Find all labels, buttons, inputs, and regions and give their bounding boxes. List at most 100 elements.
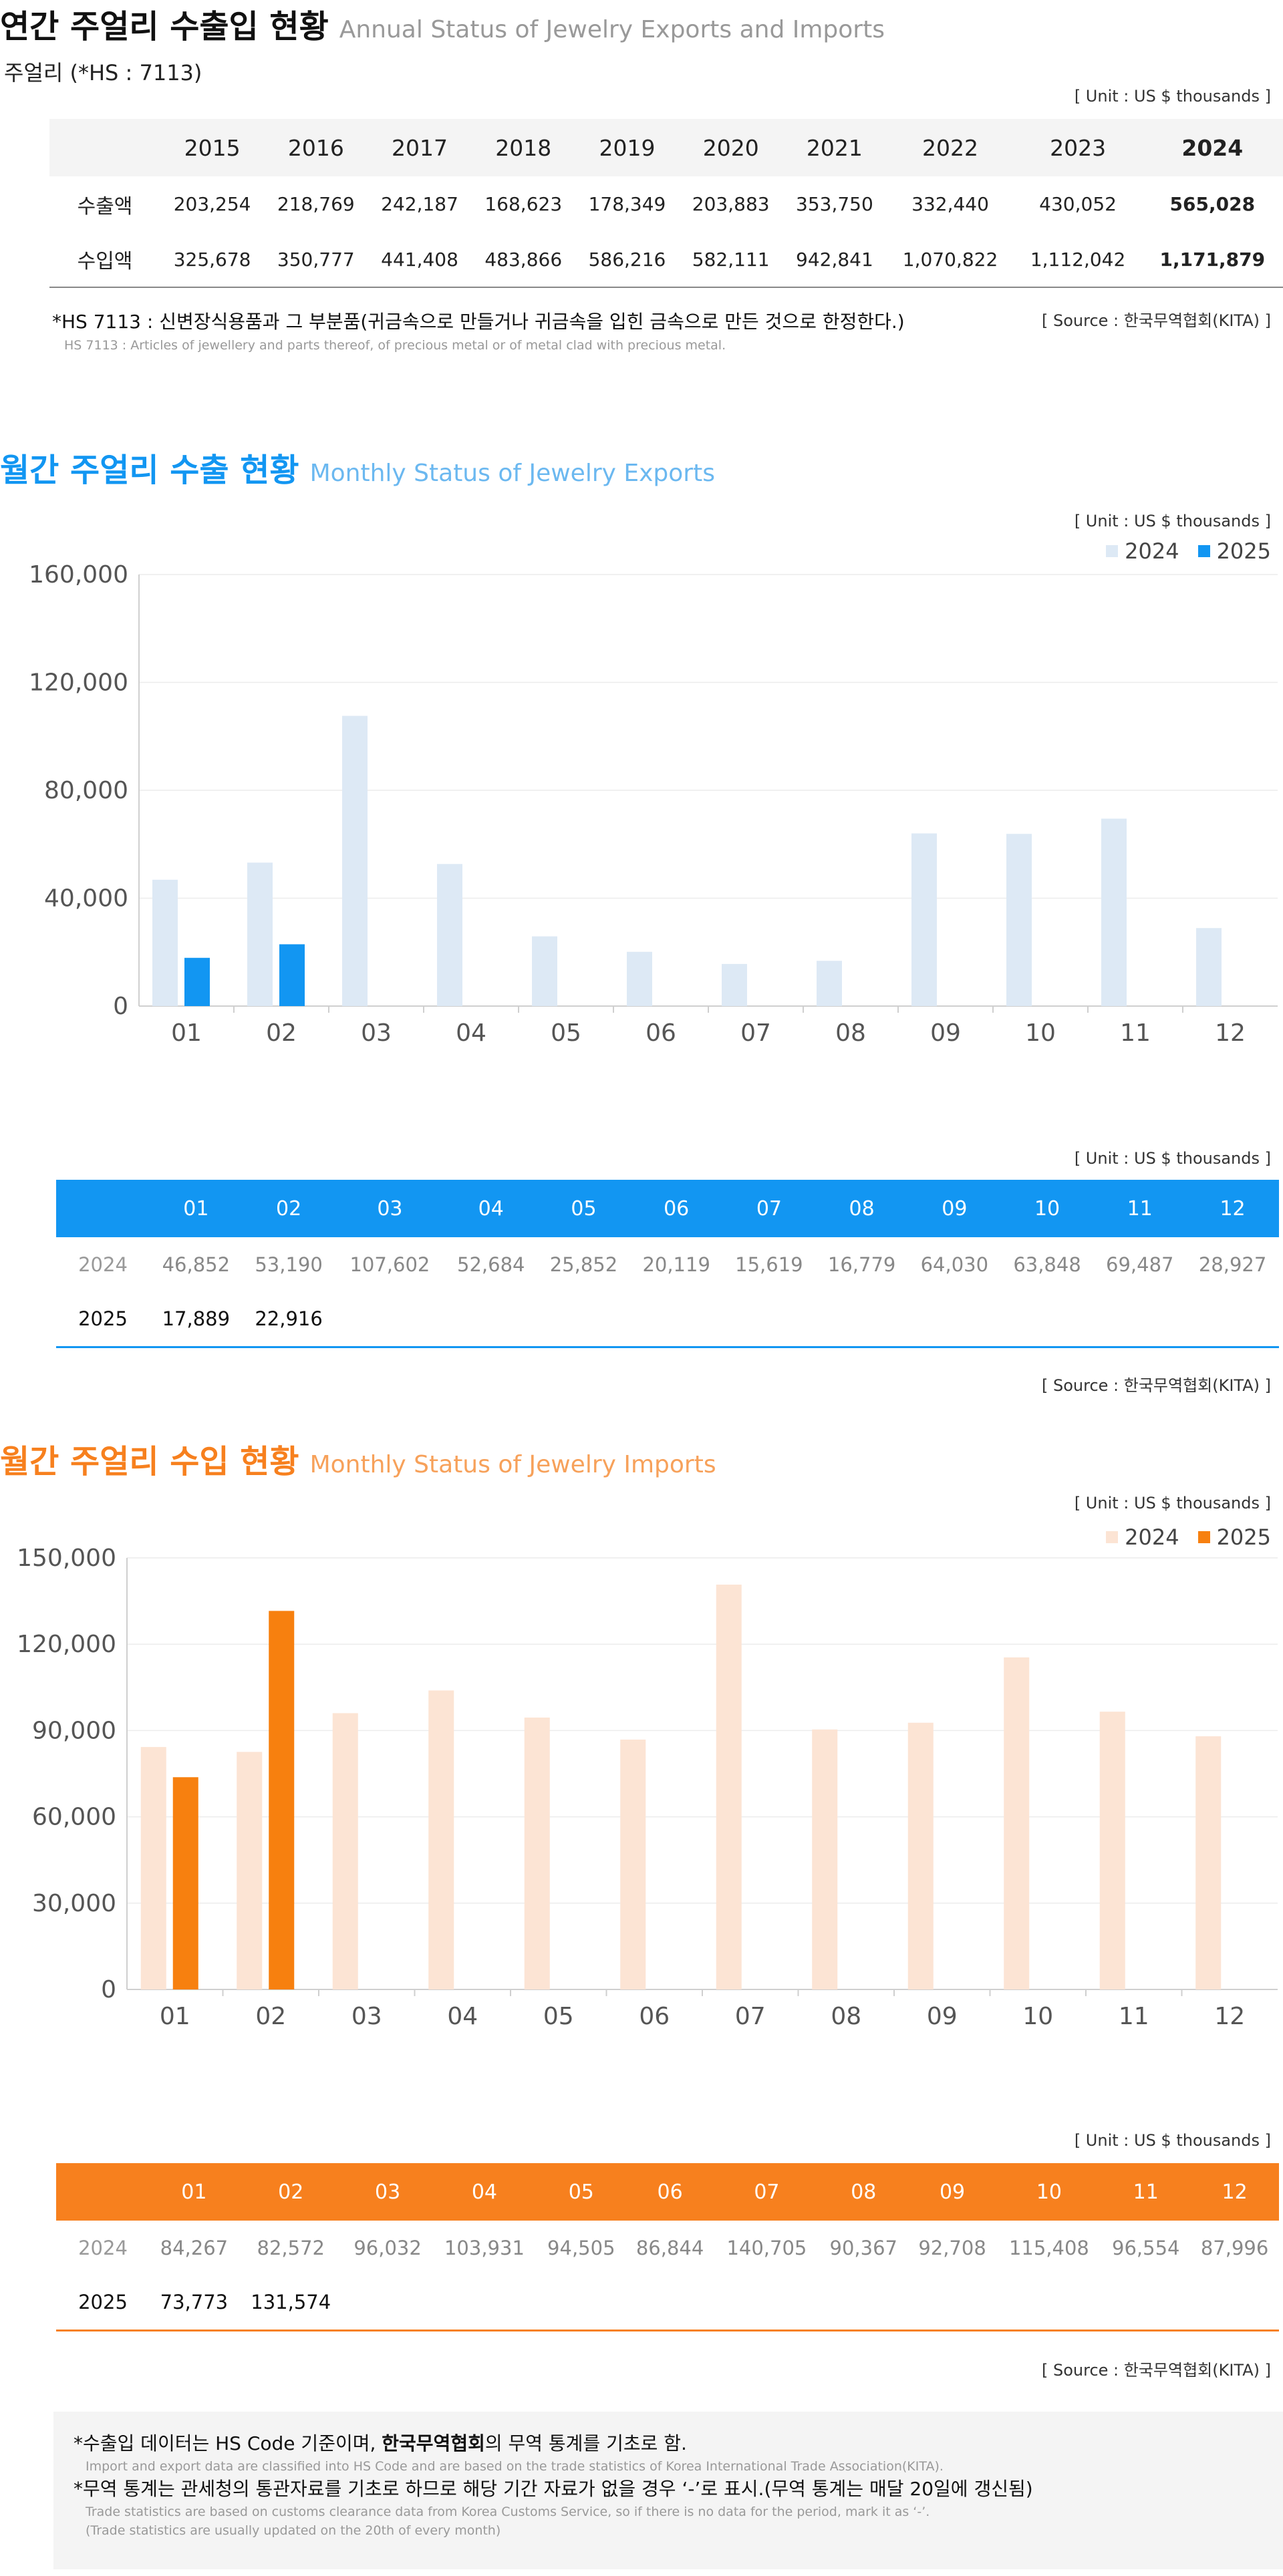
value-cell: 25,852 <box>549 1253 618 1276</box>
month-header: 04 <box>432 2163 537 2221</box>
exports-xtick-label: 12 <box>1215 1019 1246 1047</box>
exports-xtick-label: 06 <box>646 1019 676 1047</box>
annual-year-header: 2018 <box>471 119 575 176</box>
month-header: 12 <box>1190 2163 1279 2221</box>
annual-cell: 565,028 <box>1169 193 1256 215</box>
value-cell: 28,927 <box>1198 1253 1267 1276</box>
exports-bar-2024-06 <box>627 951 652 1006</box>
value-cell: 131,574 <box>238 2275 343 2331</box>
value-cell: 84,267 <box>160 2237 229 2259</box>
note-1: *수출입 데이터는 HS Code 기준이며, 한국무역협회의 무역 통계를 기… <box>74 2430 1263 2457</box>
imports-ytick-label: 90,000 <box>32 1717 116 1744</box>
imports-table-corner <box>56 2163 150 2221</box>
annual-cell: 203,883 <box>692 193 770 215</box>
annual-year-header: 2020 <box>679 119 783 176</box>
exports-bar-2024-09 <box>911 833 937 1006</box>
exports-bar-2024-12 <box>1196 928 1222 1006</box>
exports-xtick-label: 05 <box>551 1019 581 1047</box>
exports-ytick-label: 0 <box>113 993 128 1020</box>
value-cell: 16,779 <box>827 1253 896 1276</box>
imports-bar-2024-03 <box>332 1713 358 1989</box>
exports-xtick-label: 10 <box>1025 1019 1056 1047</box>
imports-legend-label-2024: 2024 <box>1125 1524 1179 1550</box>
exports-ytick-label: 160,000 <box>29 561 128 589</box>
exports-legend-item-2025: 2025 <box>1197 538 1271 564</box>
exports-bar-2025-02 <box>279 944 305 1006</box>
value-cell <box>432 2275 537 2331</box>
month-header: 11 <box>1093 1180 1187 1237</box>
exports-xtick-label: 08 <box>835 1019 866 1047</box>
annual-cell: 582,111 <box>679 232 783 288</box>
exports-legend-item-2024: 2024 <box>1106 538 1179 564</box>
month-header: 07 <box>714 2163 819 2221</box>
value-cell: 86,844 <box>635 2237 704 2259</box>
annual-year-header: 2022 <box>886 119 1014 176</box>
value-cell <box>537 2275 626 2331</box>
month-header: 06 <box>629 1180 723 1237</box>
annual-row-exports: 수출액 203,254 218,769 242,187 168,623 178,… <box>49 176 1283 232</box>
imports-ytick-label: 60,000 <box>32 1804 116 1831</box>
value-cell <box>625 2275 714 2331</box>
value-cell <box>714 2275 819 2331</box>
annual-unit: [ Unit : US $ thousands ] <box>1074 87 1271 106</box>
exports-xtick-label: 04 <box>456 1019 486 1047</box>
exports-xtick-label: 11 <box>1120 1019 1151 1047</box>
annual-cell: 203,254 <box>173 193 251 215</box>
value-cell: 73,773 <box>150 2275 239 2331</box>
imports-xtick-label: 04 <box>447 2003 478 2030</box>
value-cell: 53,190 <box>255 1253 323 1276</box>
month-header: 02 <box>238 2163 343 2221</box>
imports-xtick-label: 08 <box>831 2003 861 2030</box>
imports-xtick-label: 03 <box>351 2003 382 2030</box>
month-header: 10 <box>1000 1180 1094 1237</box>
imports-xtick-label: 11 <box>1119 2003 1149 2030</box>
exports-bar-2024-04 <box>437 864 462 1006</box>
annual-year-header: 2016 <box>264 119 368 176</box>
value-cell: 82,572 <box>257 2237 325 2259</box>
imports-legend-item-2025: 2025 <box>1197 1524 1271 1550</box>
exports-bar-chart: 0 40,000 80,000 120,000 160,000 01 02 03 04 05 06 0… <box>29 561 1278 1047</box>
value-cell: 140,705 <box>726 2237 807 2259</box>
annual-footnote: *HS 7113 : 신변장식용품과 그 부분품(귀금속으로 만들거나 귀금속을… <box>52 311 905 333</box>
month-header: 07 <box>722 1180 816 1237</box>
month-header: 08 <box>815 1180 908 1237</box>
year-label: 2024 <box>78 1253 128 1276</box>
month-header: 03 <box>343 2163 432 2221</box>
imports-legend-swatch-2024 <box>1106 1531 1119 1543</box>
annual-header-corner <box>49 119 160 176</box>
annual-cell: 1,112,042 <box>1014 232 1142 288</box>
annual-subtitle: 주얼리 (*HS : 7113) <box>4 60 202 86</box>
imports-title-en: Monthly Status of Jewelry Imports <box>309 1451 716 1478</box>
month-header: 09 <box>907 1180 1001 1237</box>
imports-bar-2024-05 <box>524 1717 550 1989</box>
imports-bar-2024-12 <box>1195 1736 1222 1989</box>
exports-xtick-label: 01 <box>171 1019 202 1047</box>
value-cell: 52,684 <box>457 1253 525 1276</box>
exports-legend: 2024 2025 <box>1106 538 1271 564</box>
exports-table-unit: [ Unit : US $ thousands ] <box>1074 1149 1271 1168</box>
annual-cell: 586,216 <box>575 232 680 288</box>
exports-ytick-label: 40,000 <box>44 885 128 913</box>
annual-cell: 1,070,822 <box>886 232 1014 288</box>
exports-ytick-label: 120,000 <box>29 669 128 697</box>
year-label: 2025 <box>56 2275 150 2331</box>
value-cell: 17,889 <box>150 1292 243 1348</box>
value-cell: 96,032 <box>353 2237 422 2259</box>
exports-bar-2024-10 <box>1006 834 1032 1006</box>
exports-bar-2025-01 <box>184 957 210 1006</box>
imports-row-2024: 2024 84,267 82,572 96,032 103,931 94,505… <box>56 2221 1279 2275</box>
value-cell <box>1101 2275 1191 2331</box>
exports-row-2024: 2024 46,852 53,190 107,602 52,684 25,852… <box>56 1237 1279 1292</box>
month-header: 12 <box>1186 1180 1279 1237</box>
imports-unit: [ Unit : US $ thousands ] <box>1074 1494 1271 1512</box>
imports-bar-2024-10 <box>1004 1657 1030 1989</box>
imports-xtick-label: 10 <box>1022 2003 1053 2030</box>
imports-table-unit: [ Unit : US $ thousands ] <box>1074 2131 1271 2150</box>
value-cell <box>537 1292 630 1348</box>
value-cell <box>1093 1292 1187 1348</box>
imports-legend-swatch-2025 <box>1197 1531 1210 1543</box>
annual-cell: 430,052 <box>1039 193 1117 215</box>
month-header: 06 <box>625 2163 714 2221</box>
note-1-bold: 한국무역협회 <box>382 2432 485 2454</box>
month-header: 08 <box>819 2163 908 2221</box>
